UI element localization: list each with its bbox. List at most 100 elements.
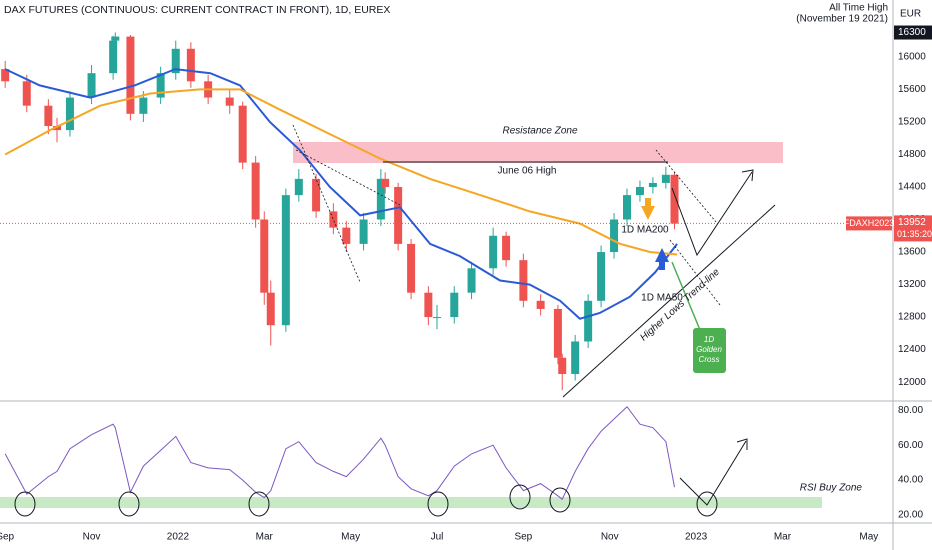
candle-body (381, 178, 390, 187)
symbol-tag (846, 216, 892, 231)
candle-body (502, 235, 511, 261)
y-tick-label: 13200 (898, 279, 926, 290)
channel-line (669, 239, 721, 306)
candle-body (260, 219, 269, 293)
candle-body (623, 195, 631, 220)
y-tick-label: 12400 (898, 344, 926, 355)
golden-cross-label: Golden (696, 345, 722, 354)
resistance-label: Resistance Zone (502, 126, 577, 137)
candle-body (359, 219, 368, 244)
y-tick-label: 14400 (898, 182, 926, 193)
golden-cross-box (693, 328, 726, 373)
drawings (14, 124, 776, 517)
x-tick-label: May (859, 532, 878, 543)
x-tick-label: Sep (514, 532, 532, 543)
ma200-arrow (641, 206, 655, 220)
rsi-low-circle (549, 487, 571, 513)
y-tick-label: 14800 (898, 149, 926, 160)
symbol-label: FDAXH2023 (844, 218, 895, 228)
candle-body (87, 73, 96, 98)
candle-body (342, 227, 351, 244)
resistance-zone (293, 142, 783, 163)
candle-body (111, 36, 120, 41)
x-tick-label: Mar (774, 532, 792, 543)
candle-body (648, 182, 657, 187)
candle-body (156, 73, 165, 98)
rsi-low-circle (696, 491, 718, 517)
rsi-low-circle (248, 491, 270, 517)
rsi-low-circle (118, 491, 140, 517)
candle-body (225, 97, 234, 106)
ma50-arrow (655, 248, 669, 262)
candle-body (109, 40, 118, 74)
candle-body (376, 178, 385, 220)
candle-body (467, 268, 476, 293)
candle-body (329, 211, 338, 228)
candle-body (536, 300, 545, 309)
candle-body (394, 186, 403, 244)
candle-body (294, 178, 303, 196)
ath-value: 16300 (898, 27, 926, 38)
candle-body (635, 186, 644, 196)
candle-body (139, 97, 148, 114)
rsi-tick-label: 80.00 (898, 405, 923, 416)
candle-body (251, 162, 260, 220)
price-axis-bg (893, 0, 932, 550)
y-tick-label: 16000 (898, 52, 926, 63)
ath-label: (November 19 2021) (796, 14, 888, 25)
candle-body (571, 341, 580, 374)
candle-body (171, 48, 180, 74)
candle-body (22, 81, 31, 106)
y-tick-label: 12000 (898, 377, 926, 388)
trend-line (562, 204, 776, 398)
y-tick-label: 15600 (898, 84, 926, 95)
rsi-line (4, 405, 675, 501)
rsi-buy-zone (0, 497, 822, 508)
candle-body (281, 195, 290, 326)
arrow-head (736, 438, 748, 450)
price-tag (894, 215, 932, 242)
x-tick-label: Nov (83, 532, 101, 543)
x-tick-label: May (341, 532, 360, 543)
ath-tag (894, 25, 932, 40)
zones (0, 142, 822, 508)
ma50-label: 1D MA50 (641, 293, 683, 304)
ath-label: All Time High (829, 3, 888, 14)
rsi-tick-label: 60.00 (898, 440, 923, 451)
countdown-label: 01:35:20 (897, 229, 932, 239)
ma200-arrow (645, 198, 651, 207)
rsi-tick-label: 20.00 (898, 510, 923, 521)
june-high-label: June 06 High (498, 166, 557, 177)
candle-body (266, 292, 275, 326)
candle-body (126, 36, 135, 114)
rsi-projection-arrow (679, 440, 747, 506)
x-tick-label: Sep (0, 532, 15, 543)
channel-line (292, 124, 361, 283)
rsi-low-circle (427, 491, 449, 517)
candle-body (44, 105, 53, 127)
moving-average-line (4, 88, 678, 256)
candle-body (489, 235, 498, 269)
y-tick-label: 13600 (898, 247, 926, 258)
candle-body (53, 126, 61, 131)
rsi-low-circle (509, 484, 531, 510)
rsi-low-circle (14, 491, 36, 517)
candle-body (407, 243, 416, 293)
golden-cross-pointer (671, 261, 701, 331)
x-tick-label: 2022 (167, 532, 190, 543)
chart-title: DAX FUTURES (CONTINUOUS: CURRENT CONTRAC… (4, 4, 390, 16)
currency-label: EUR (900, 9, 921, 20)
golden-cross-label: 1D (704, 335, 714, 344)
candle-body (558, 357, 567, 374)
candle-body (312, 178, 321, 212)
labels: DAX FUTURES (CONTINUOUS: CURRENT CONTRAC… (0, 3, 932, 543)
marks (0, 32, 893, 501)
arrow-head (741, 169, 754, 182)
candle-body (433, 317, 441, 319)
x-tick-label: 2023 (685, 532, 708, 543)
moving-average-line (4, 68, 678, 320)
candle-body (186, 48, 195, 82)
candle-body (424, 292, 433, 318)
